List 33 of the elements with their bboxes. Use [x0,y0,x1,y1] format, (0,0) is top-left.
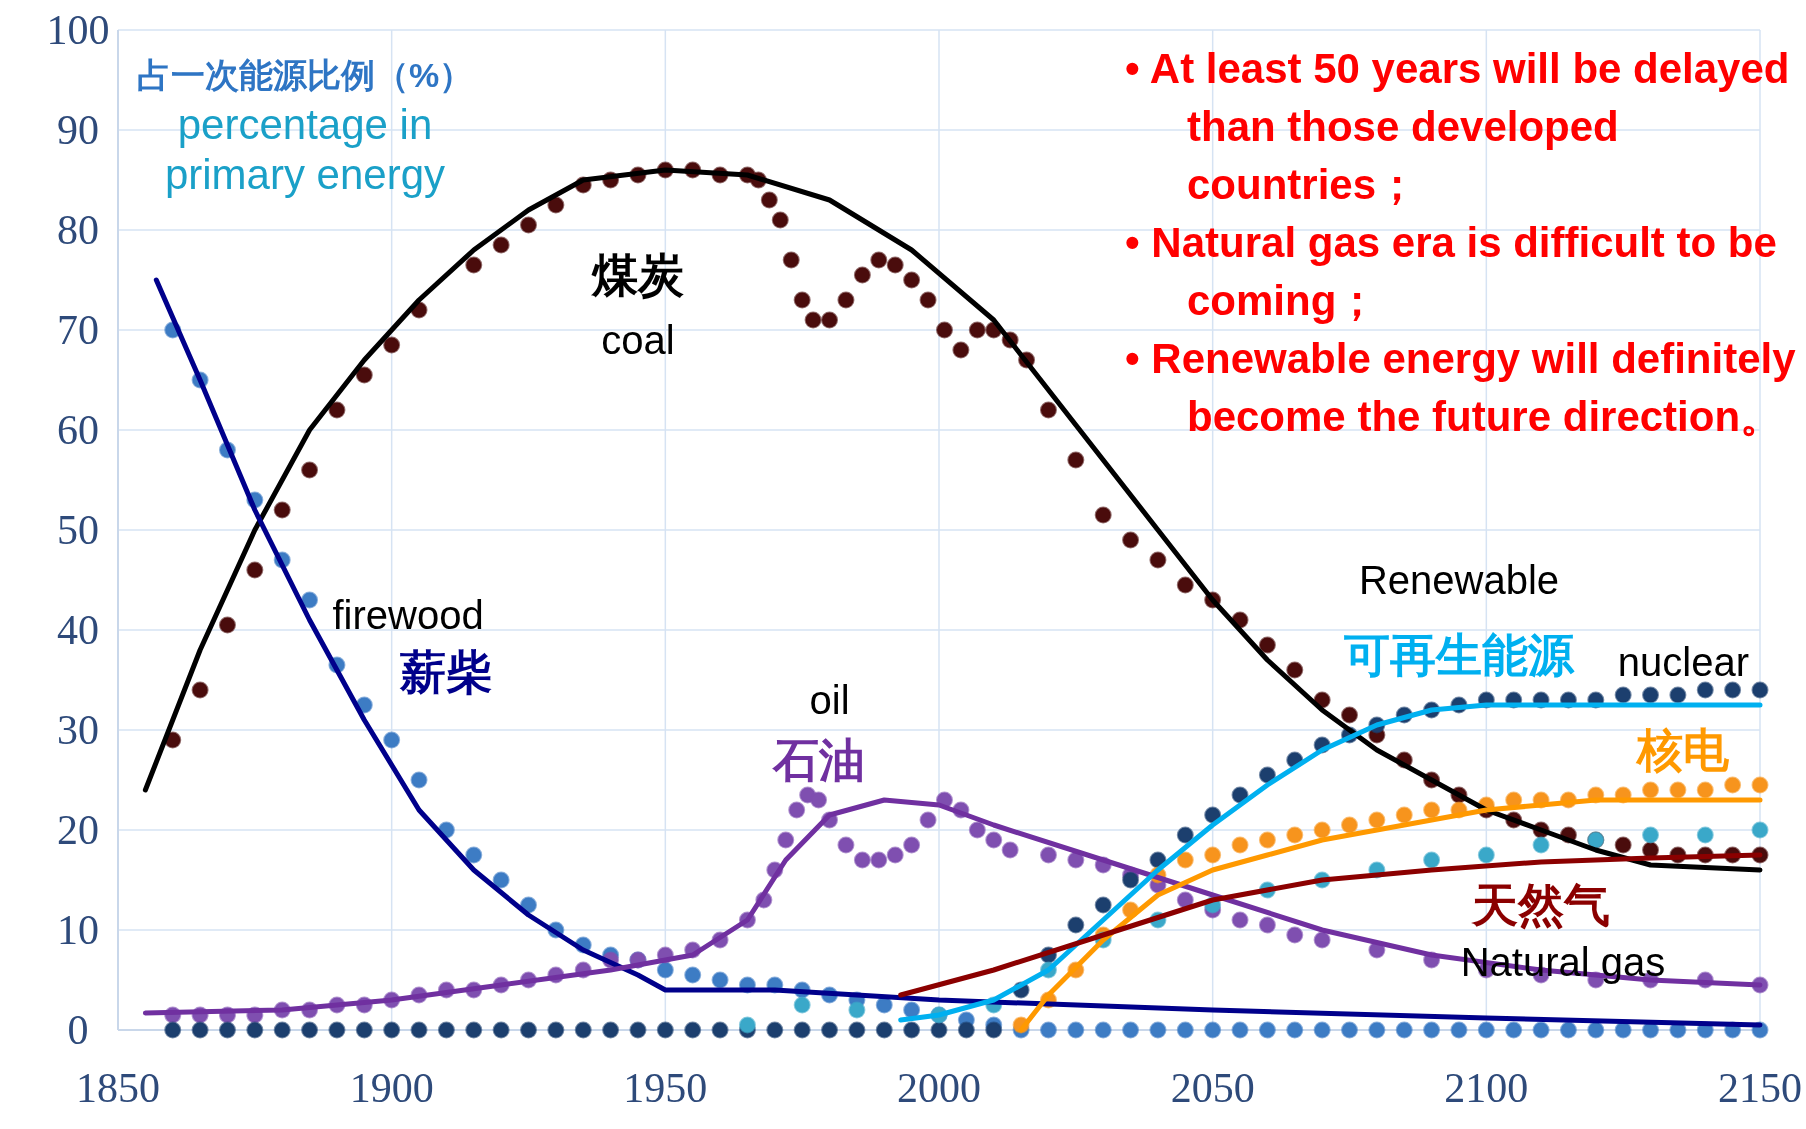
y-tick-label: 100 [46,7,110,53]
y-tick-label: 80 [57,207,99,253]
annotation: Renewable [1358,558,1560,602]
y-tick-label: 40 [57,607,99,653]
annotation: • Natural gas era is difficult to be coming； [1125,218,1778,326]
y-tick-label: 90 [57,107,99,153]
x-tick-label: 1900 [349,1065,434,1111]
x-tick-label: 2150 [1718,1065,1802,1111]
annotation: nuclear [1617,640,1749,684]
x-tick-label: 2050 [1170,1065,1255,1111]
y-tick-label: 60 [57,407,99,453]
y-tick-label: 70 [57,307,99,353]
x-tick-label: 1850 [76,1065,160,1111]
annotation: firewood [332,593,484,637]
annotation: coal [601,318,675,362]
annotation: • Renewable energy will definitely become the future direction。 [1125,334,1797,442]
y-tick-label: 20 [57,807,99,853]
annotation: oil [809,678,850,722]
series-label: 石油 [771,733,865,787]
y-tick-label: 0 [67,1007,89,1053]
y-tick-label: 30 [57,707,99,753]
x-tick-label: 2100 [1444,1065,1529,1111]
y-axis-title: 占一次能源比例（%） percentage in primary energy [135,55,475,200]
series-label: 可再生能源 [1343,628,1575,682]
series-label: 核电 [1635,723,1731,777]
series-label: 天然气 [1471,878,1611,932]
x-tick-label: 2000 [897,1065,981,1111]
y-tick-label: 10 [57,907,99,953]
y-tick-label: 50 [57,507,99,553]
annotation: • At least 50 years will be delayed than those developed countries； [1125,44,1791,210]
series-label: 煤炭 [589,248,684,302]
x-tick-label: 1950 [623,1065,708,1111]
series-label: 薪柴 [399,645,493,699]
